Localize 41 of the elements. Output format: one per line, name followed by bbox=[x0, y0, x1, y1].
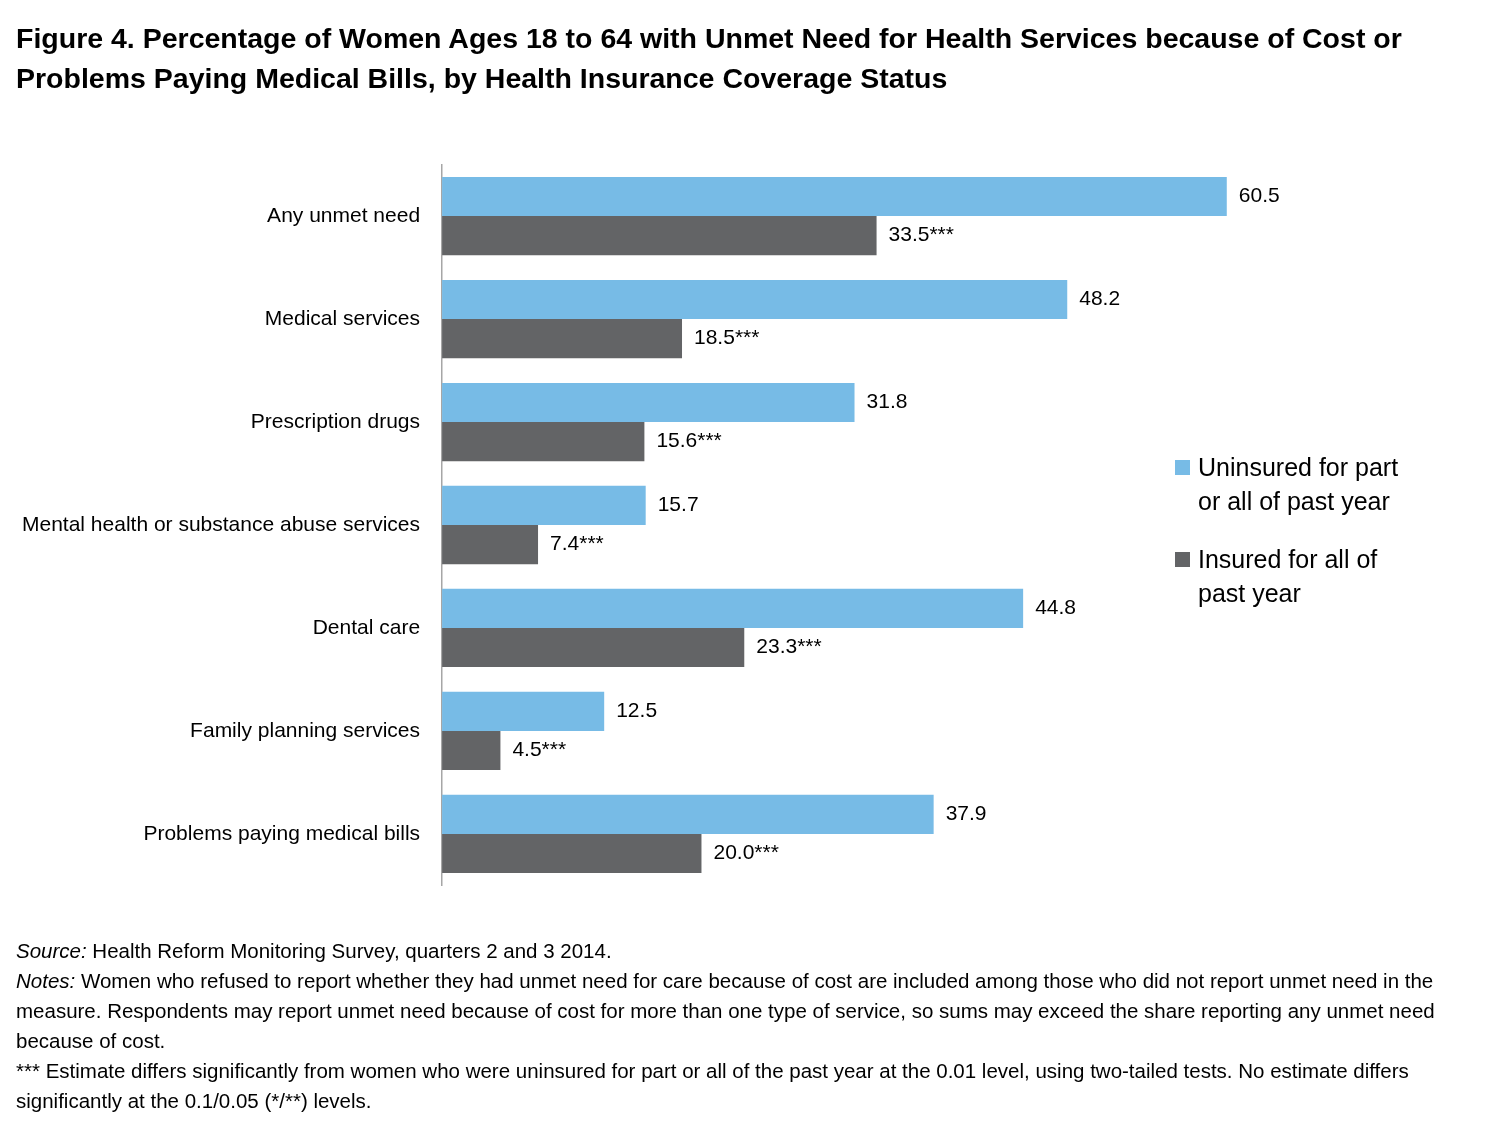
y-tick-label: Dental care bbox=[312, 614, 421, 638]
data-label: 60.5 bbox=[1238, 183, 1280, 207]
bar bbox=[442, 279, 1068, 320]
data-label: 7.4*** bbox=[550, 531, 604, 555]
y-tick-label: Prescription drugs bbox=[250, 408, 421, 432]
data-label: 48.2 bbox=[1079, 286, 1121, 310]
data-label: 33.5*** bbox=[888, 222, 954, 246]
bar bbox=[442, 382, 855, 423]
bar bbox=[442, 525, 539, 565]
y-tick-label: Problems paying medical bills bbox=[143, 820, 421, 844]
legend-label: Insured for all of past year bbox=[1198, 544, 1379, 609]
legend-label: Uninsured for part or all of past year bbox=[1198, 452, 1400, 517]
y-tick-label: Any unmet need bbox=[267, 202, 421, 226]
bar bbox=[442, 319, 683, 359]
data-label: 37.9 bbox=[945, 801, 987, 825]
bar bbox=[442, 485, 646, 525]
bar bbox=[442, 730, 501, 771]
data-label: 44.8 bbox=[1035, 595, 1077, 619]
chart-title: Figure 4. Percentage of Women Ages 18 to 64 with Unmet Need for Health Services because of Cost or Problems Paying Medical Bills, by Health Insurance Coverage Status bbox=[16, 21, 1403, 96]
source-note: Source: Health Reform Monitoring Survey, quarters 2 and 3 2014. bbox=[16, 938, 613, 964]
data-label: 12.5 bbox=[616, 698, 658, 722]
y-tick-label: Family planning services bbox=[190, 717, 421, 741]
y-tick-label: Medical services bbox=[264, 305, 421, 329]
bar bbox=[442, 216, 877, 256]
text: Notes: Women who refused to report whether they had unmet need for care because of cost are included among those who did not report unmet need in the measure. Respondents may report unmet need because of cost for more than one type of service, so sums may exceed the share reporting any unmet need because of cost. bbox=[16, 968, 1436, 1054]
data-label: 31.8 bbox=[866, 389, 908, 413]
data-label: 4.5*** bbox=[512, 737, 567, 761]
bar bbox=[442, 833, 702, 874]
bar bbox=[442, 588, 1024, 628]
bar bbox=[442, 794, 934, 834]
data-label: 15.6*** bbox=[656, 428, 722, 452]
data-label: 20.0*** bbox=[713, 840, 779, 864]
y-tick-label: Mental health or substance abuse services bbox=[21, 511, 421, 535]
data-label: 23.3*** bbox=[756, 634, 822, 658]
bar bbox=[442, 176, 1227, 217]
bar bbox=[442, 627, 745, 668]
bar bbox=[442, 422, 645, 462]
data-label: 15.7 bbox=[657, 492, 699, 516]
bar bbox=[442, 691, 605, 731]
text: *** Estimate differs significantly from women who were uninsured for part or all of the past year at the 0.01 level, using two-tailed tests. No estimate differs significantly at the 0.1/0.05 (*/**) levels. bbox=[16, 1059, 1409, 1112]
data-label: 18.5*** bbox=[694, 325, 760, 349]
